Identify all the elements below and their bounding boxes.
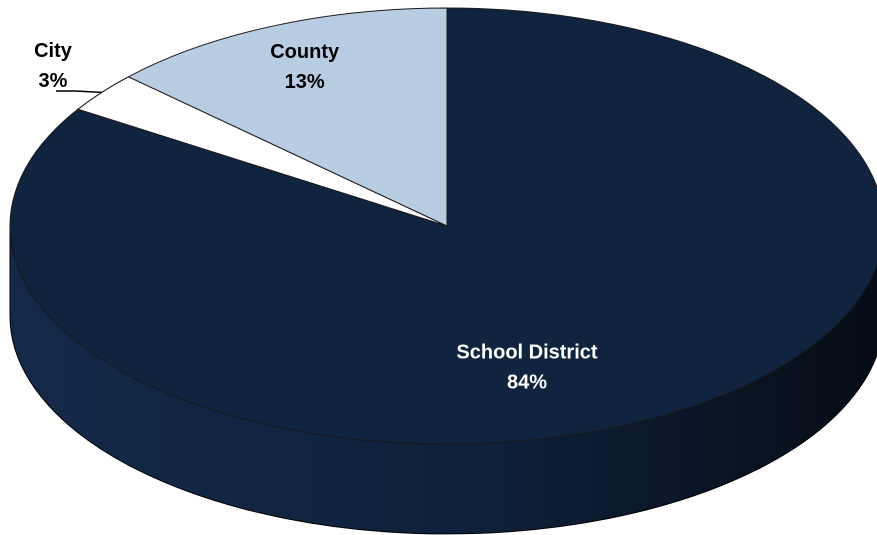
slice-label-school-district: School District 84% bbox=[456, 341, 597, 393]
slice-labels: School District 84% City 3% County 13% bbox=[34, 40, 598, 393]
leader-line-city bbox=[56, 90, 102, 94]
pie-slice-county bbox=[127, 7, 448, 227]
slice-name: County bbox=[270, 41, 340, 63]
pie-top-face bbox=[9, 7, 877, 445]
slice-name: City bbox=[34, 40, 73, 62]
leader-lines bbox=[56, 90, 102, 94]
pie-slice-school-district bbox=[9, 7, 877, 445]
slice-label-city: City 3% bbox=[34, 40, 73, 92]
slice-name: School District bbox=[456, 341, 597, 363]
slice-label-county: County 13% bbox=[270, 41, 340, 93]
slice-percent: 13% bbox=[285, 71, 325, 93]
slice-percent: 84% bbox=[507, 371, 547, 393]
slice-percent: 3% bbox=[39, 70, 68, 92]
